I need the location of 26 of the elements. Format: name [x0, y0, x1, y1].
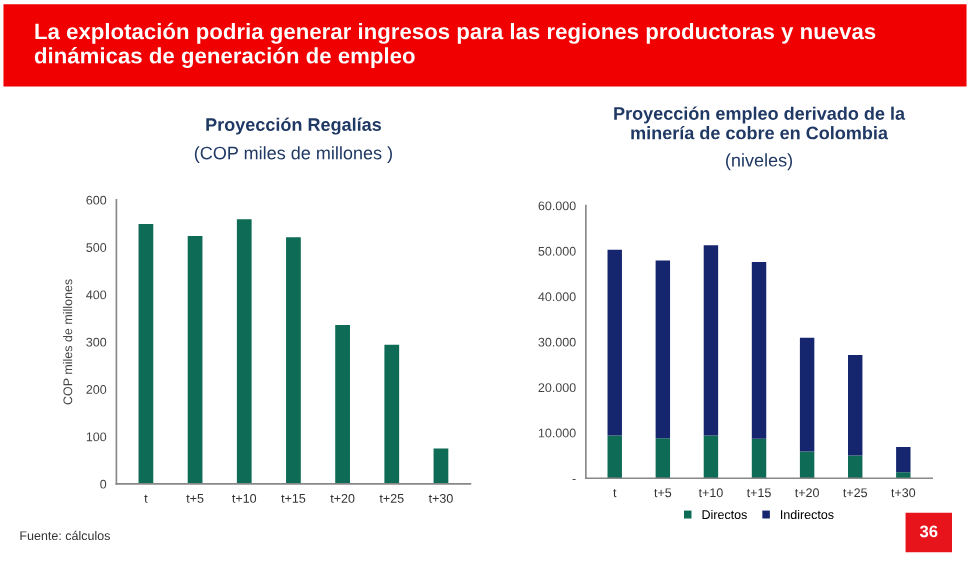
bar [187, 235, 203, 484]
bar [236, 219, 252, 484]
bar [848, 355, 863, 456]
bar [799, 451, 815, 479]
bar [751, 261, 767, 439]
bar [703, 435, 719, 479]
bar [703, 245, 719, 436]
bar [138, 224, 154, 484]
chart-title: Proyección Regalías [206, 117, 381, 135]
bar [607, 249, 622, 436]
bar [655, 260, 671, 439]
chart-subtitle: (niveles) [726, 153, 793, 171]
bar [433, 448, 449, 484]
chart-subtitle: (COP miles de millones ) [194, 146, 392, 164]
bar [799, 337, 815, 452]
bar [384, 344, 400, 484]
bar [848, 455, 863, 479]
chart-title: Proyección empleo derivado de la minería de cobre en Colombia [614, 106, 906, 140]
bar [751, 438, 767, 479]
bar [655, 438, 671, 479]
text: La explotación podria generar ingresos para las regiones productoras y nuevas dinámicas de generación de empleo [34, 22, 876, 69]
bar [286, 237, 301, 484]
bar [335, 324, 350, 484]
text: 36 [919, 525, 938, 538]
bar [896, 446, 911, 473]
bar [607, 435, 622, 479]
